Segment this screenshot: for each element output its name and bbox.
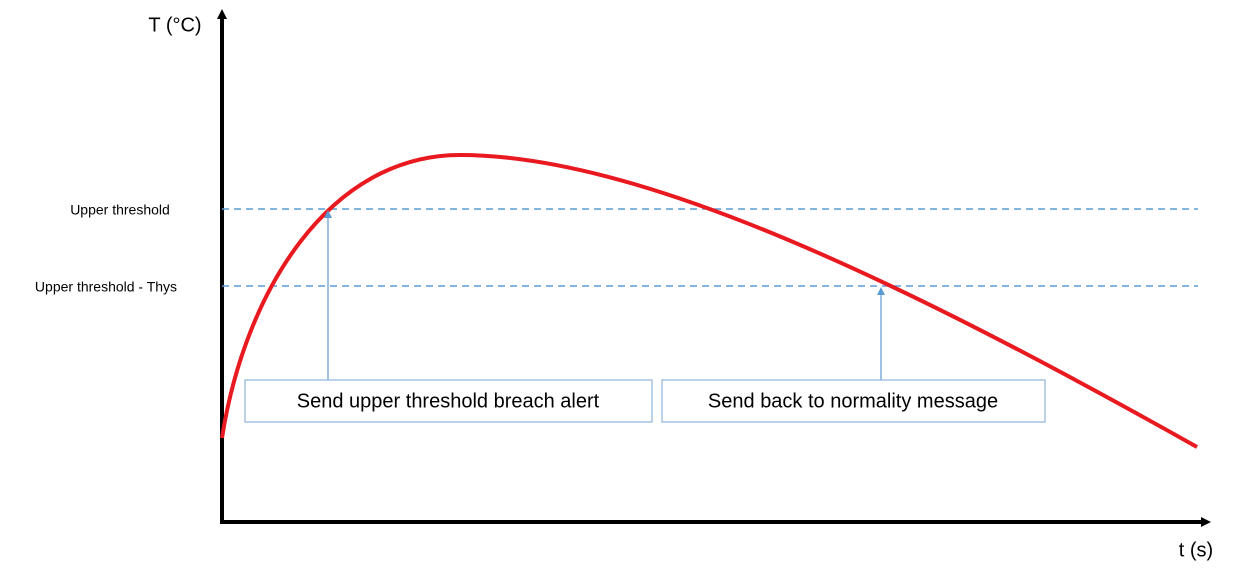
- threshold-label: Upper threshold: [70, 202, 170, 218]
- y-axis-label: T (°C): [148, 14, 201, 36]
- x-axis-label: t (s): [1179, 539, 1213, 561]
- threshold-label: Upper threshold - Thys: [35, 279, 177, 295]
- temperature-curve: [220, 152, 1198, 449]
- message-text: Send back to normality message: [708, 390, 998, 412]
- message-box: [661, 379, 1046, 423]
- message-text: Send upper threshold breach alert: [297, 390, 600, 412]
- message-box: [244, 379, 653, 423]
